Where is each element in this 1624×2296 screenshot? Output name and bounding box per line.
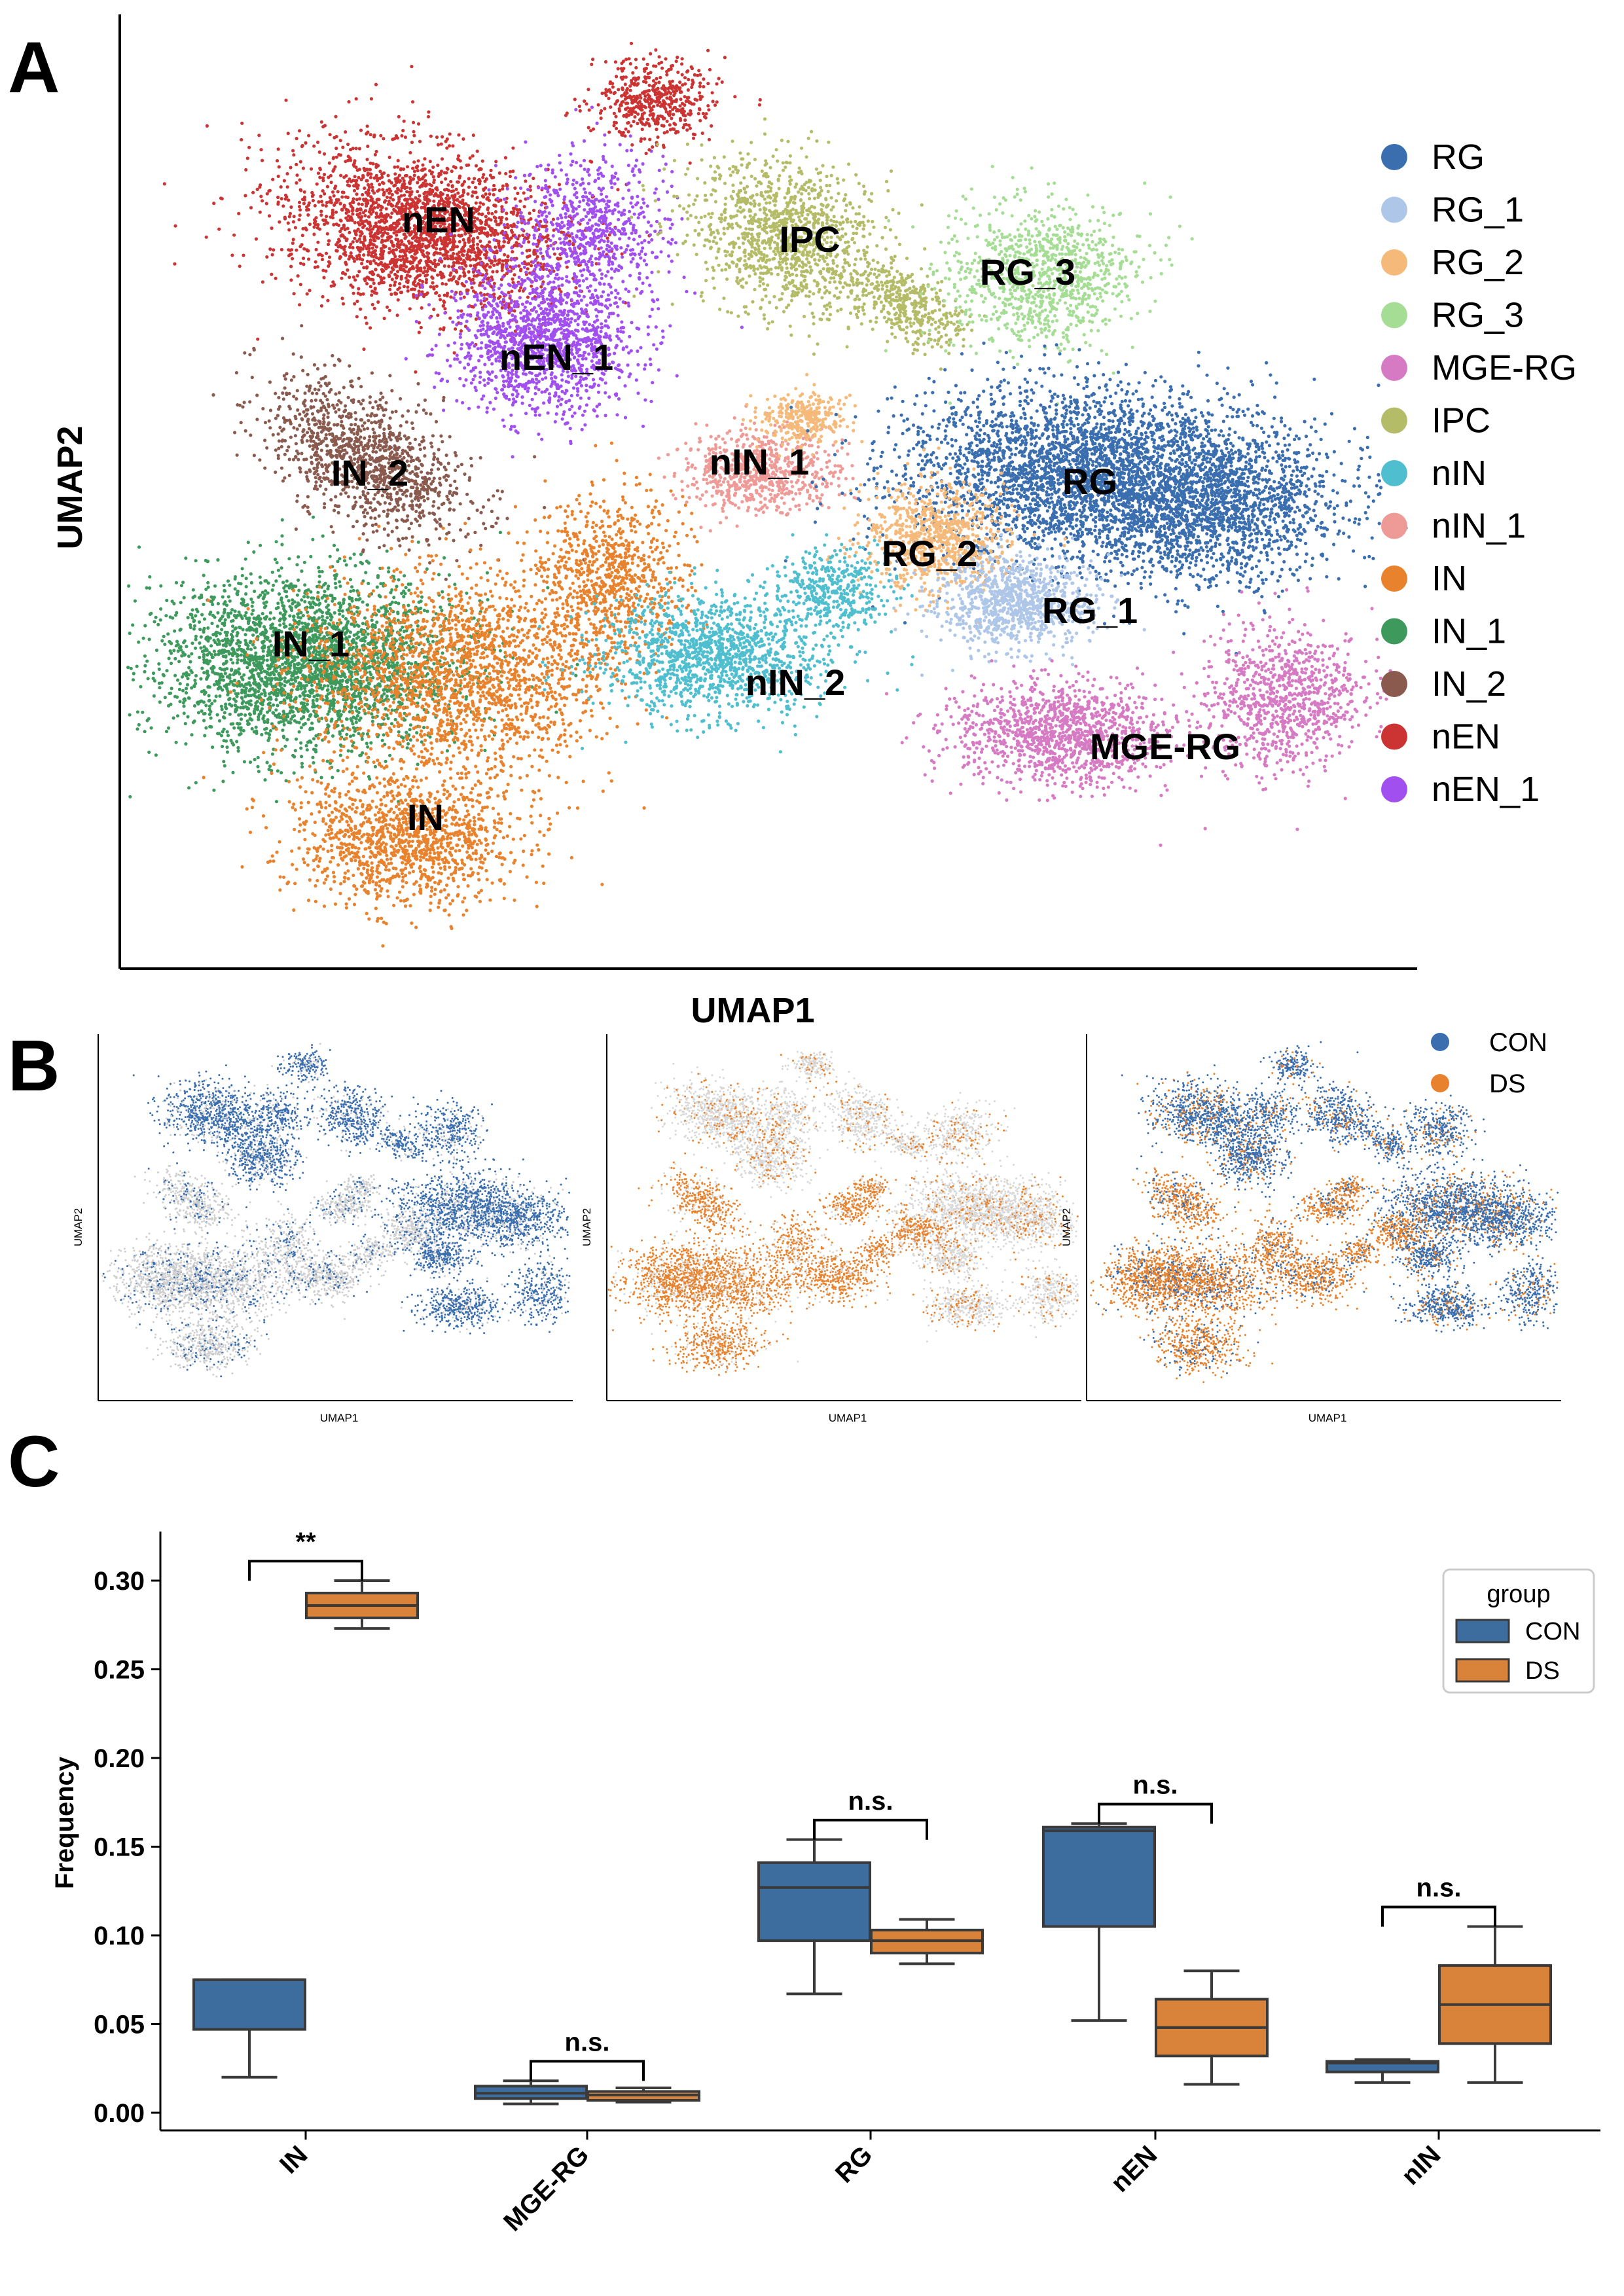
- boxplot-ylabel: Frequency: [50, 1756, 79, 1889]
- y-tick: 0.15: [94, 1833, 160, 1862]
- y-tick: 0.05: [94, 2011, 160, 2039]
- box-con-nin: [1326, 2058, 1439, 2084]
- cluster-label-ipc: IPC: [779, 219, 840, 260]
- cluster-label-nin_1: nIN_1: [710, 441, 810, 482]
- significance-in: **: [248, 1528, 363, 1581]
- significance-rg: n.s.: [813, 1787, 928, 1840]
- significance-mge-rg: n.s.: [530, 2028, 645, 2081]
- umap-cluster-labels: nEN IPC RG_3 nEN_1 IN_2 nIN_1 RG RG_2 RG_1 IN_1 nI…: [272, 199, 1240, 838]
- y-tick: 0.00: [94, 2099, 160, 2128]
- significance-nen: n.s.: [1098, 1770, 1213, 1824]
- legend-item-ds: DS: [1455, 1657, 1560, 1685]
- y-tick: 0.20: [94, 1744, 160, 1773]
- x-tick-in: IN: [274, 2130, 313, 2179]
- box-ds-rg: [870, 1918, 984, 1965]
- cluster-label-mge-rg: MGE-RG: [1090, 726, 1240, 767]
- cluster-label-rg_3: RG_3: [980, 251, 1075, 293]
- legend-title: group: [1487, 1581, 1550, 1608]
- umap-points: [126, 41, 1408, 948]
- umap-xlabel: UMAP1: [691, 991, 814, 1030]
- significance-nin: n.s.: [1381, 1874, 1496, 1927]
- y-tick: 0.25: [94, 1656, 160, 1685]
- box-con-rg: [757, 1838, 871, 1996]
- boxplot-annotations: ** n.s. n.s. n.s. n.s.: [248, 1528, 1496, 2081]
- x-tick-mge-rg: MGE-RG: [498, 2130, 594, 2237]
- cluster-label-in: IN: [407, 797, 444, 838]
- x-tick-rg: RG: [830, 2130, 878, 2189]
- panel-label-a: A: [8, 26, 60, 109]
- box-con-in: [192, 1978, 306, 2079]
- y-tick: 0.30: [94, 1567, 160, 1596]
- cluster-label-nen_1: nEN_1: [499, 336, 613, 378]
- boxplot-marks: [192, 1579, 1552, 2106]
- x-tick-nin: nIN: [1396, 2130, 1446, 2191]
- box-ds-nen: [1155, 1969, 1269, 2086]
- cluster-label-rg: RG: [1062, 461, 1117, 502]
- box-ds-mge-rg: [586, 2087, 700, 2104]
- cluster-label-in_1: IN_1: [272, 623, 350, 664]
- y-tick: 0.10: [94, 1922, 160, 1950]
- box-ds-in: [305, 1579, 419, 1630]
- box-con-mge-rg: [474, 2079, 588, 2106]
- cluster-label-rg_2: RG_2: [882, 533, 977, 574]
- box-ds-nin: [1438, 1925, 1552, 2084]
- cluster-label-in_2: IN_2: [331, 452, 408, 493]
- x-tick-nen: nEN: [1106, 2130, 1163, 2198]
- cluster-label-nen: nEN: [402, 199, 475, 240]
- cluster-label-nin_2: nIN_2: [746, 662, 846, 703]
- cluster-label-rg_1: RG_1: [1042, 590, 1138, 631]
- box-con-nen: [1042, 1822, 1156, 2022]
- umap-cluster-plot: nEN IPC RG_3 nEN_1 IN_2 nIN_1 RG RG_2 RG_1 IN_1 nI…: [50, 14, 1577, 1030]
